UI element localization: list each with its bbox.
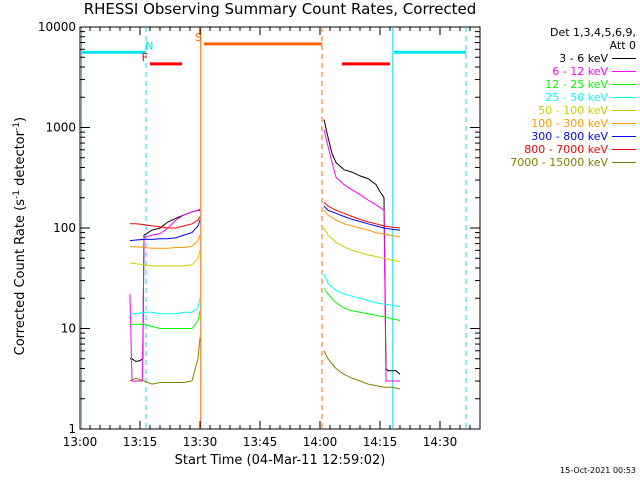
y-tick-label-0: 1 [68,422,76,436]
legend-entry-swatch [612,136,636,137]
legend-entry-6: 300 - 800 keV [484,130,636,143]
legend-entry-label: 100 - 300 keV [531,117,608,130]
series-1-segment-0 [129,208,201,382]
legend-entry-label: 3 - 6 keV [559,52,608,65]
legend-header-line1: Det 1,3,4,5,6,9, [549,26,636,39]
legend-entry-3: 25 - 50 keV [484,91,636,104]
legend-entry-label: 300 - 800 keV [531,130,608,143]
legend-rows: 3 - 6 keV 6 - 12 keV 12 - 25 keV 25 - 50 ke… [484,52,636,169]
legend-entry-label: 12 - 25 keV [545,78,608,91]
flag-label-2: F [142,51,148,64]
timestamp: 15-Oct-2021 00:53 [560,466,636,475]
series-1-segment-1 [323,129,400,382]
legend-entry-5: 100 - 300 keV [484,117,636,130]
legend-entry-swatch [612,162,636,163]
series-4-segment-1 [323,227,401,263]
series-5-segment-1 [323,209,401,238]
y-axis-label: Corrected Count Rate (s-1 detector-1) [12,56,28,416]
y-axis-label-start: Corrected Count Rate (s [13,199,29,356]
legend-entry-swatch [612,58,636,59]
x-tick-label-5: 14:15 [363,435,398,449]
series-4-segment-0 [129,250,201,267]
legend-entry-7: 800 - 7000 keV [484,143,636,156]
legend-entry-label: 800 - 7000 keV [524,143,608,156]
legend-entry-4: 50 - 100 keV [484,104,636,117]
series-3-segment-0 [130,298,201,315]
legend-header-line2: Att 0 [609,39,636,52]
y-axis-label-mid: detector [13,131,29,191]
y-tick-label-4: 10000 [38,20,76,34]
legend-entry-8: 7000 - 15000 keV [484,156,636,169]
series-7-segment-1 [323,201,401,229]
y-tick-label-3: 1000 [45,121,76,135]
legend-entry-swatch [612,84,636,85]
series-3-segment-1 [323,273,401,308]
y-tick-label-1: 10 [61,322,76,336]
series-2-segment-0 [130,310,201,329]
legend-entry-label: 6 - 12 keV [552,65,608,78]
plot-frame [79,26,481,430]
y-tick-label-2: 100 [53,221,76,235]
y-axis-label-sup2: -1 [11,122,22,132]
legend-entry-swatch [612,149,636,150]
legend: Det 1,3,4,5,6,9, Att 0 3 - 6 keV 6 - 12 k… [484,26,636,169]
legend-entry-swatch [612,110,636,111]
legend-entry-2: 12 - 25 keV [484,78,636,91]
series-2-segment-1 [323,288,401,321]
chart-title: RHESSI Observing Summary Count Rates, Co… [83,0,477,18]
legend-entry-label: 7000 - 15000 keV [510,156,608,169]
legend-entry-swatch [612,97,636,98]
x-axis-label: Start Time (04-Mar-11 12:59:02) [174,453,386,468]
y-axis-label-wrap: Corrected Count Rate (s-1 detector-1) [8,60,32,420]
series-0-segment-1 [323,119,401,375]
series-6-segment-0 [129,219,201,242]
series-7-segment-0 [130,216,201,229]
y-axis-label-end: ) [13,116,29,123]
series-8-segment-0 [129,338,201,385]
series-8-segment-1 [323,350,401,390]
series-6-segment-1 [323,205,401,231]
legend-entry-swatch [612,123,636,124]
flag-label-1: N [145,39,153,52]
legend-entry-label: 50 - 100 keV [538,104,608,117]
x-tick-label-3: 13:45 [243,435,278,449]
legend-entry-0: 3 - 6 keV [484,52,636,65]
legend-entry-1: 6 - 12 keV [484,65,636,78]
x-tick-label-6: 14:30 [423,435,458,449]
y-axis-label-sup1: -1 [11,190,22,200]
series-5-segment-0 [130,234,201,249]
x-tick-label-4: 14:00 [303,435,338,449]
x-tick-label-0: 13:00 [63,435,98,449]
x-tick-label-1: 13:15 [123,435,158,449]
legend-entry-label: 25 - 50 keV [545,91,608,104]
x-tick-label-2: 13:30 [183,435,218,449]
legend-entry-swatch [612,71,636,72]
flag-label-3: S [195,31,202,44]
